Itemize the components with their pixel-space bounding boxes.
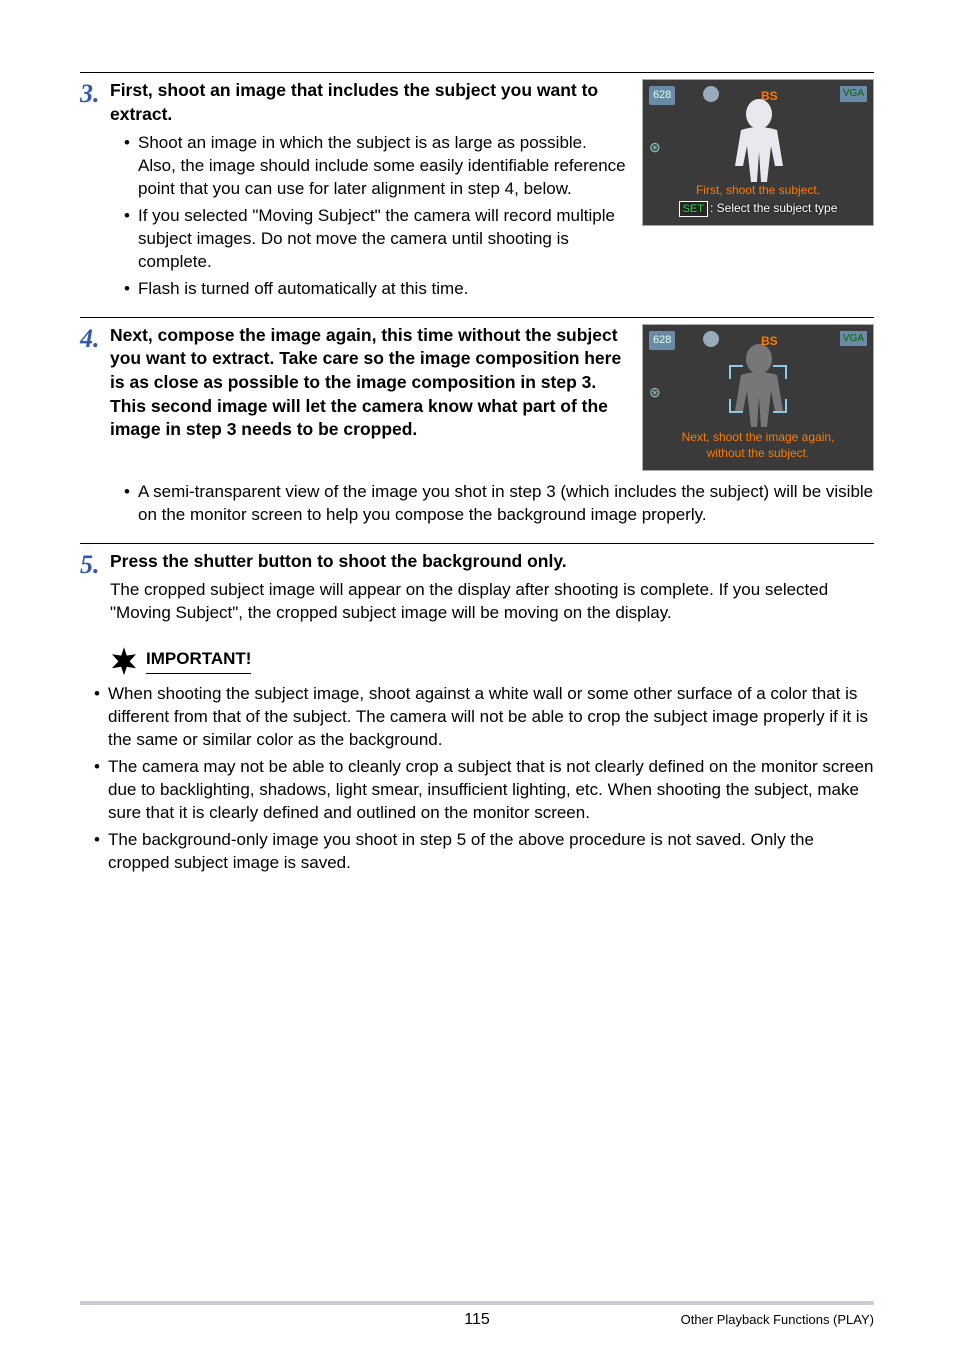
divider <box>80 72 874 73</box>
camera-screenshot-1: 628 BS VGA ⊛ First, shoot the subject. S… <box>642 79 874 226</box>
mode-icon <box>703 86 719 102</box>
step-bullets: A semi-transparent view of the image you… <box>110 481 874 527</box>
shot-counter: 628 <box>649 331 675 350</box>
subject-silhouette <box>721 96 797 188</box>
crop-corner-icon <box>773 365 787 379</box>
flash-off-icon: ⊛ <box>649 383 661 402</box>
crop-corner-icon <box>729 399 743 413</box>
divider <box>80 317 874 318</box>
footer-section-title: Other Playback Functions (PLAY) <box>681 1311 874 1329</box>
instruction-line-1: First, shoot the subject. <box>643 183 873 199</box>
shot-counter: 628 <box>649 86 675 105</box>
instruction-line-2: SET: Select the subject type <box>643 201 873 217</box>
vga-indicator: VGA <box>840 86 867 102</box>
bullet-item: Flash is turned off automatically at thi… <box>124 278 628 301</box>
bullet-item: Shoot an image in which the subject is a… <box>124 132 628 201</box>
bullet-item: A semi-transparent view of the image you… <box>124 481 874 527</box>
set-button-label: SET <box>679 201 708 217</box>
step-body: 628 BS VGA ⊛ Next, shoot the image again… <box>110 324 874 531</box>
page: 3. 628 BS VGA ⊛ First, shoot the subject… <box>0 0 954 1357</box>
step-5: 5. Press the shutter button to shoot the… <box>80 550 874 626</box>
mode-icon <box>703 331 719 347</box>
instruction-line-2: without the subject. <box>643 446 873 462</box>
step-text: The cropped subject image will appear on… <box>110 579 874 625</box>
subject-ghost <box>721 341 797 433</box>
important-item: The camera may not be able to cleanly cr… <box>94 756 874 825</box>
instruction-line-1: Next, shoot the image again, <box>643 430 873 446</box>
page-footer: 115 Other Playback Functions (PLAY) <box>80 1301 874 1329</box>
step-number: 5. <box>80 550 110 578</box>
step-heading: First, shoot an image that includes the … <box>110 79 628 126</box>
step-heading: Next, compose the image again, this time… <box>110 324 628 442</box>
important-header: IMPORTANT! <box>110 647 874 675</box>
step-4: 4. 628 BS VGA ⊛ Next, shoot the image <box>80 324 874 531</box>
divider <box>80 543 874 544</box>
important-list: When shooting the subject image, shoot a… <box>80 683 874 875</box>
step-3: 3. 628 BS VGA ⊛ First, shoot the subject… <box>80 79 874 305</box>
vga-indicator: VGA <box>840 331 867 347</box>
instruction-suffix: : Select the subject type <box>710 201 837 215</box>
flash-off-icon: ⊛ <box>649 138 661 157</box>
camera-screenshot-2: 628 BS VGA ⊛ Next, shoot the image again… <box>642 324 874 471</box>
important-item: The background-only image you shoot in s… <box>94 829 874 875</box>
important-label: IMPORTANT! <box>146 648 251 674</box>
important-item: When shooting the subject image, shoot a… <box>94 683 874 752</box>
crop-corner-icon <box>773 399 787 413</box>
burst-icon <box>110 647 138 675</box>
step-number: 3. <box>80 79 110 107</box>
bullet-item: If you selected "Moving Subject" the cam… <box>124 205 628 274</box>
step-heading: Press the shutter button to shoot the ba… <box>110 550 874 574</box>
step-body: 628 BS VGA ⊛ First, shoot the subject. S… <box>110 79 874 305</box>
step-bullets: Shoot an image in which the subject is a… <box>110 132 628 301</box>
step-number: 4. <box>80 324 110 352</box>
step-body: Press the shutter button to shoot the ba… <box>110 550 874 626</box>
crop-corner-icon <box>729 365 743 379</box>
